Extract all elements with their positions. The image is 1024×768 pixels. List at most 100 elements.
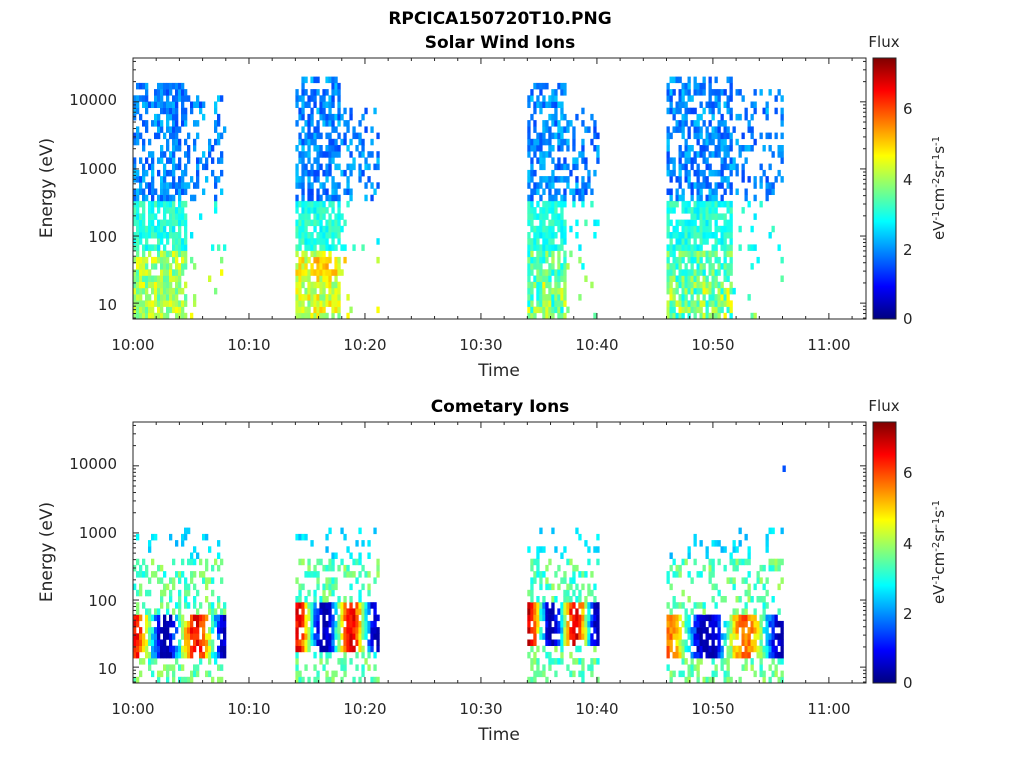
spectrogram-cell xyxy=(205,670,209,678)
spectrogram-cell xyxy=(690,608,694,615)
spectrogram-cell xyxy=(184,107,188,115)
spectrogram-cell xyxy=(693,275,697,283)
spectrogram-cell xyxy=(352,126,356,133)
spectrogram-cell xyxy=(533,620,537,628)
spectrogram-cell xyxy=(367,589,371,597)
spectrogram-cell xyxy=(310,89,314,96)
spectrogram-cell xyxy=(593,602,597,609)
spectrogram-cell xyxy=(669,583,673,591)
spectrogram-cell xyxy=(166,583,170,591)
spectrogram-cell xyxy=(304,232,308,239)
spectrogram-cell xyxy=(169,620,173,628)
spectrogram-cell xyxy=(370,194,374,202)
spectrogram-cell xyxy=(690,163,694,171)
spectrogram-cell xyxy=(765,589,769,597)
spectrogram-cell xyxy=(744,658,748,665)
spectrogram-cell xyxy=(771,658,775,665)
spectrogram-cell xyxy=(557,244,561,251)
spectrogram-cell xyxy=(337,89,341,96)
spectrogram-cell xyxy=(711,281,715,289)
spectrogram-cell xyxy=(563,275,567,283)
spectrogram-cell xyxy=(687,169,691,177)
spectrogram-cell xyxy=(590,200,594,208)
spectrogram-cell xyxy=(331,670,335,678)
spectrogram-cell xyxy=(358,558,362,566)
spectrogram-cell xyxy=(702,157,706,164)
spectrogram-cell xyxy=(693,76,697,84)
spectrogram-cell xyxy=(759,564,763,572)
spectrogram-cell xyxy=(175,571,179,578)
spectrogram-cell xyxy=(193,558,197,566)
spectrogram-cell xyxy=(554,281,558,289)
spectrogram-cell xyxy=(337,300,341,307)
spectrogram-cell xyxy=(202,639,206,647)
spectrogram-cell xyxy=(551,639,555,647)
spectrogram-cell xyxy=(319,213,323,220)
spectrogram-cell xyxy=(539,219,543,227)
spectrogram-cell xyxy=(193,633,197,640)
spectrogram-cell xyxy=(696,169,700,177)
spectrogram-cell xyxy=(696,571,700,578)
spectrogram-cell xyxy=(729,633,733,640)
spectrogram-cell xyxy=(684,113,688,121)
spectrogram-cell xyxy=(298,645,302,653)
spectrogram-cell xyxy=(533,571,537,578)
spectrogram-cell xyxy=(678,89,682,96)
spectrogram-cell xyxy=(217,676,221,683)
spectrogram-cell xyxy=(693,620,697,628)
spectrogram-cell xyxy=(560,614,564,622)
spectrogram-cell xyxy=(175,275,179,283)
spectrogram-cell xyxy=(301,207,305,214)
spectrogram-cell xyxy=(669,294,673,301)
spectrogram-cell xyxy=(304,250,308,258)
spectrogram-cell xyxy=(530,194,534,202)
spectrogram-cell xyxy=(148,151,152,158)
spectrogram-cell xyxy=(160,188,164,196)
spectrogram-cell xyxy=(313,200,317,208)
spectrogram-cell xyxy=(708,250,712,258)
spectrogram-cell xyxy=(557,658,561,665)
spectrogram-cell xyxy=(693,207,697,214)
spectrogram-cell xyxy=(376,157,380,164)
spectrogram-cell xyxy=(175,120,179,127)
spectrogram-cell xyxy=(771,564,775,572)
spectrogram-cell xyxy=(587,546,591,553)
spectrogram-cell xyxy=(307,207,311,214)
spectrogram-cell xyxy=(163,263,167,270)
spectrogram-cell xyxy=(217,138,221,146)
spectrogram-cell xyxy=(732,608,736,615)
spectrogram-cell xyxy=(220,627,224,634)
spectrogram-cell xyxy=(596,639,600,647)
solar-wind-cbtick-6: 6 xyxy=(903,100,913,118)
spectrogram-cell xyxy=(172,577,176,584)
spectrogram-cell xyxy=(340,558,344,566)
spectrogram-cell xyxy=(184,163,188,171)
spectrogram-cell xyxy=(527,238,531,245)
spectrogram-cell xyxy=(563,546,567,553)
spectrogram-cell xyxy=(527,145,531,152)
spectrogram-cell xyxy=(596,602,600,609)
spectrogram-cell xyxy=(690,244,694,251)
spectrogram-cell xyxy=(193,614,197,622)
spectrogram-cell xyxy=(780,157,784,164)
spectrogram-cell xyxy=(684,639,688,647)
spectrogram-cell xyxy=(325,244,329,251)
spectrogram-cell xyxy=(693,182,697,189)
spectrogram-cell xyxy=(196,182,200,189)
spectrogram-cell xyxy=(148,540,152,547)
spectrogram-cell xyxy=(325,188,329,196)
spectrogram-cell xyxy=(154,287,158,295)
spectrogram-cell xyxy=(151,658,155,665)
spectrogram-cell xyxy=(187,132,191,140)
spectrogram-cell xyxy=(301,608,305,615)
spectrogram-cell xyxy=(298,238,302,245)
spectrogram-cell xyxy=(376,614,380,622)
spectrogram-cell xyxy=(190,670,194,678)
spectrogram-cell xyxy=(536,225,540,233)
spectrogram-cell xyxy=(551,269,555,276)
spectrogram-cell xyxy=(681,232,685,239)
spectrogram-cell xyxy=(196,120,200,127)
spectrogram-cell xyxy=(310,312,314,319)
spectrogram-cell xyxy=(714,126,718,133)
spectrogram-cell xyxy=(367,540,371,547)
